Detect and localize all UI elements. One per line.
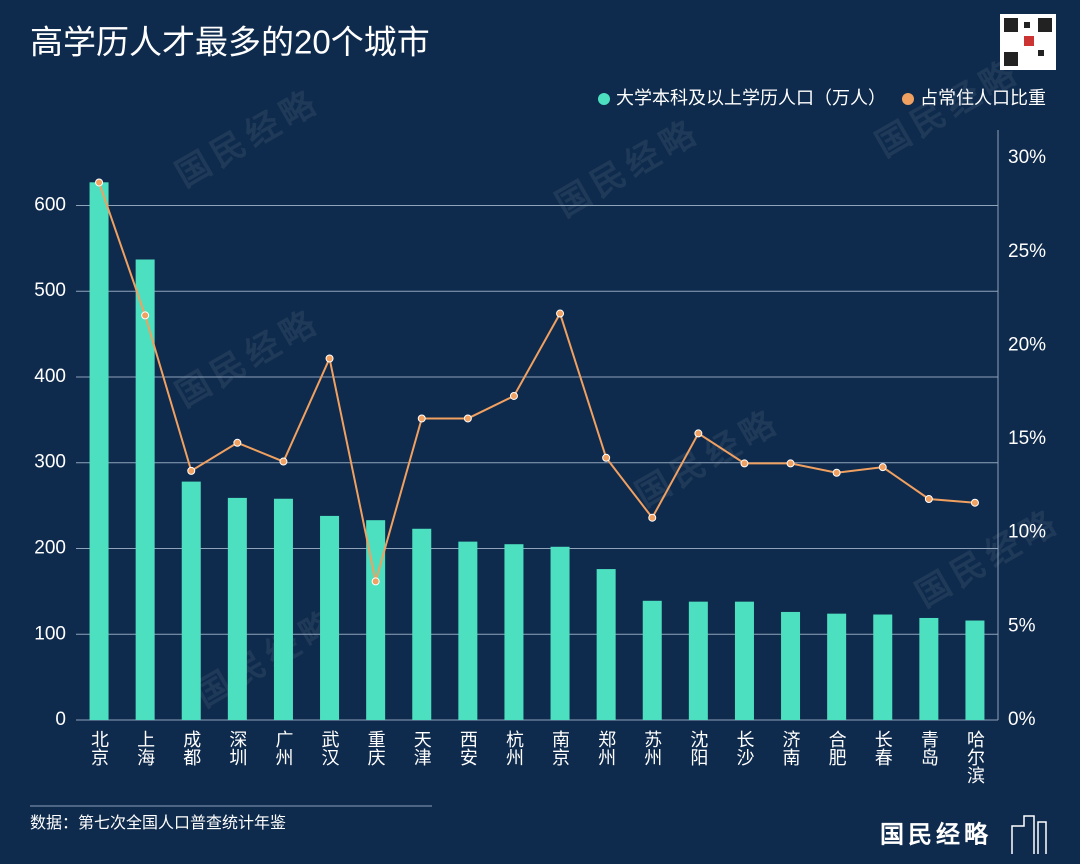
line-point (694, 429, 703, 438)
line-point (417, 414, 426, 423)
x-tick-label: 武汉 (320, 730, 340, 766)
x-tick-label: 哈尔滨 (965, 730, 985, 784)
x-tick-label: 深圳 (227, 730, 247, 766)
source: 数据：第七次全国人口普查统计年鉴 (30, 814, 286, 832)
bar (919, 617, 939, 720)
line-point (878, 463, 887, 472)
line-point (509, 391, 518, 400)
line-point (463, 414, 472, 423)
x-tick-label: 长沙 (734, 730, 754, 766)
x-tick-label: 杭州 (504, 730, 524, 766)
line-point (371, 577, 380, 586)
legend-label: 占常住人口比重 (920, 88, 1046, 108)
bar (89, 182, 109, 721)
x-tick-label: 济南 (781, 730, 801, 766)
line-point (924, 494, 933, 503)
bar (550, 546, 570, 720)
line-point (233, 438, 242, 447)
line-point (832, 468, 841, 477)
y2-tick-label: 30% (1008, 147, 1046, 168)
x-tick-label: 北京 (89, 730, 109, 767)
y2-tick-label: 5% (1008, 615, 1036, 636)
y-tick-label: 300 (34, 452, 66, 473)
bar (827, 613, 847, 720)
chart-title: 高学历人才最多的20个城市 (30, 24, 430, 61)
line-point (786, 459, 795, 468)
bar (273, 498, 293, 720)
x-tick-label: 天津 (412, 730, 432, 766)
x-tick-label: 西安 (458, 730, 478, 766)
y2-tick-label: 0% (1008, 709, 1036, 730)
x-tick-label: 南京 (550, 730, 570, 767)
line-point (279, 457, 288, 466)
line-point (648, 513, 657, 522)
x-tick-label: 长春 (873, 730, 893, 766)
line-point (95, 178, 104, 187)
x-tick-label: 成都 (181, 730, 201, 766)
line-point (970, 498, 979, 507)
legend-label: 大学本科及以上学历人口（万人） (616, 88, 886, 108)
line (98, 182, 976, 582)
bar (965, 620, 985, 720)
line-point (187, 466, 196, 475)
bar (781, 611, 801, 720)
bar (688, 601, 708, 720)
x-tick-label: 广州 (273, 730, 293, 766)
x-tick-label: 青岛 (919, 730, 939, 767)
brand-logo: 国民经略 (880, 820, 992, 848)
x-tick-label: 重庆 (366, 730, 386, 766)
legend-swatch (598, 93, 610, 105)
bar (135, 259, 155, 720)
legend-swatch (902, 93, 914, 105)
y-tick-label: 400 (34, 366, 66, 387)
y-tick-label: 500 (34, 280, 66, 301)
line-point (141, 311, 150, 320)
line-point (325, 354, 334, 363)
y-tick-label: 200 (34, 538, 66, 559)
line-point (556, 309, 565, 318)
y-tick-label: 100 (34, 623, 66, 644)
bar (504, 544, 524, 720)
bar (596, 569, 616, 720)
x-tick-label: 郑州 (596, 730, 616, 766)
bar (642, 600, 662, 720)
x-tick-label: 苏州 (642, 730, 662, 766)
x-tick-label: 上海 (135, 730, 155, 766)
line-point (740, 459, 749, 468)
bar (734, 601, 754, 720)
bar (458, 541, 478, 720)
x-tick-label: 沈阳 (688, 730, 708, 766)
bar (227, 497, 247, 720)
bar (366, 520, 386, 720)
y2-tick-label: 15% (1008, 428, 1046, 449)
x-tick-label: 合肥 (827, 730, 847, 766)
logo-icon (1011, 815, 1047, 854)
bar (181, 481, 201, 720)
y2-tick-label: 20% (1008, 334, 1046, 355)
bar (873, 614, 893, 720)
y-tick-label: 600 (34, 194, 66, 215)
bar (412, 528, 432, 720)
bar (320, 515, 340, 720)
line-point (602, 453, 611, 462)
y2-tick-label: 25% (1008, 241, 1046, 262)
y-tick-label: 0 (55, 709, 66, 730)
qr-code (1000, 14, 1056, 70)
y2-tick-label: 10% (1008, 522, 1046, 543)
